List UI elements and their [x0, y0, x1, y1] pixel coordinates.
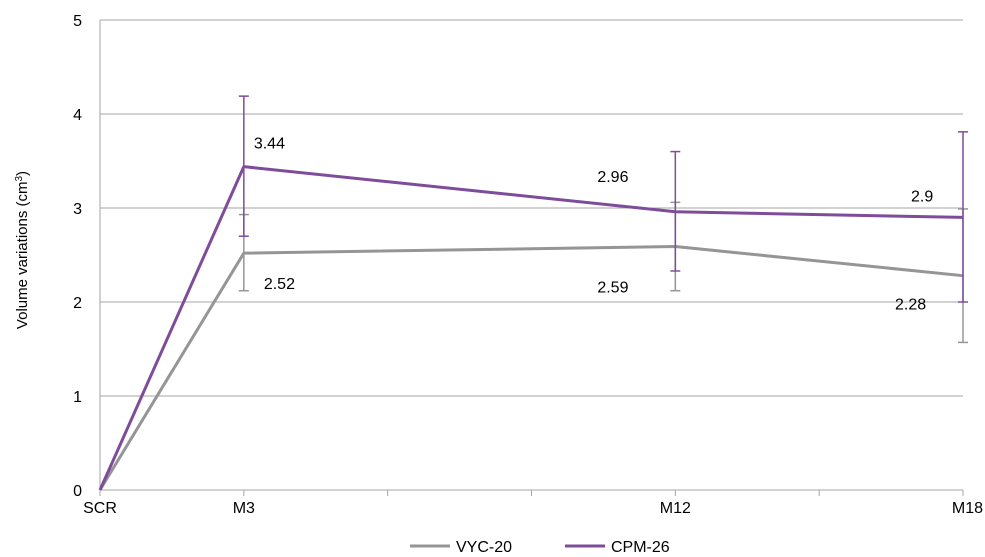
data-label-vyc-20-m12: 2.59	[597, 280, 628, 297]
y-axis-label-superscript: 3	[14, 176, 25, 182]
x-tick-label-m3: M3	[233, 500, 255, 517]
y-tick-label-2: 2	[73, 295, 82, 312]
x-tick-labels: SCR M3 M12 M18	[83, 500, 983, 517]
y-axis-label-close: )	[14, 171, 31, 176]
series-line-vyc-20	[98, 245, 964, 491]
error-bars	[238, 95, 968, 344]
y-tick-label-3: 3	[73, 201, 82, 218]
data-label-cpm-26-m12: 2.96	[597, 169, 628, 186]
y-tick-label-4: 4	[73, 107, 82, 124]
y-axis-label-text: Volume variations (cm	[14, 182, 31, 330]
data-label-vyc-20-m3: 2.52	[264, 276, 295, 293]
legend: VYC-20 CPM-26	[410, 539, 670, 556]
y-tick-label-1: 1	[73, 389, 82, 406]
legend-label-vyc-20: VYC-20	[456, 539, 512, 556]
series-group	[98, 165, 964, 491]
legend-label-cpm-26: CPM-26	[611, 539, 670, 556]
series-line-cpm-26	[98, 165, 964, 491]
y-tick-labels: 0 1 2 3 4 5	[73, 13, 82, 500]
axes	[99, 20, 964, 496]
gridlines	[100, 19, 963, 397]
y-tick-label-5: 5	[73, 13, 82, 30]
data-label-cpm-26-m3: 3.44	[254, 136, 285, 153]
data-label-cpm-26-m18: 2.9	[911, 188, 933, 205]
x-tick-label-scr: SCR	[83, 500, 117, 517]
data-label-vyc-20-m18: 2.28	[895, 297, 926, 314]
data-labels: 2.52 2.59 2.28 3.44 2.96 2.9	[254, 136, 934, 314]
x-tick-label-m12: M12	[660, 500, 691, 517]
y-axis-label: Volume variations (cm3)	[14, 171, 32, 329]
y-tick-label-0: 0	[73, 483, 82, 500]
x-tick-label-m18: M18	[952, 500, 983, 517]
